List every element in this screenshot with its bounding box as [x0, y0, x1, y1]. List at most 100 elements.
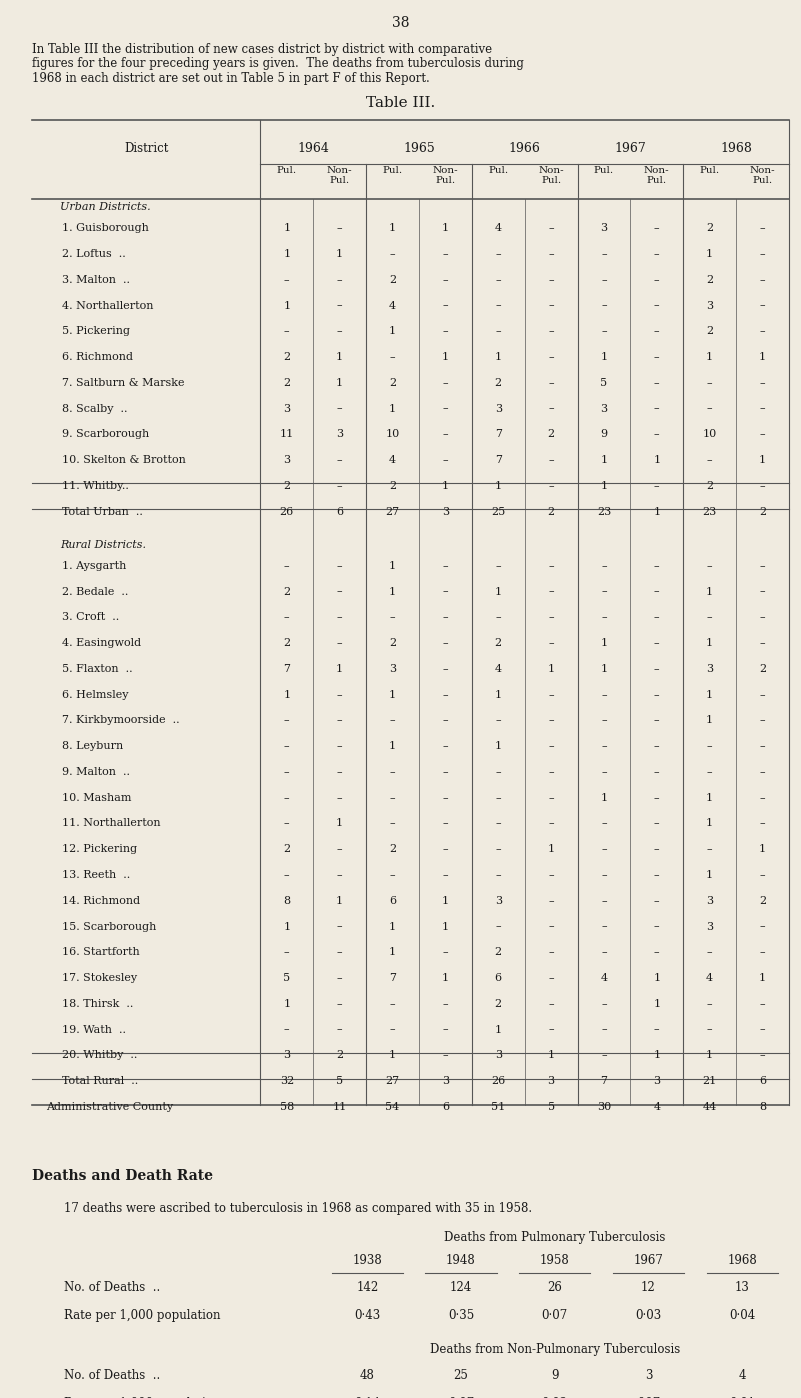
Text: –: – [654, 689, 660, 699]
Text: 6: 6 [495, 973, 501, 983]
Text: 0·35: 0·35 [448, 1310, 474, 1323]
Text: 1948: 1948 [446, 1254, 476, 1267]
Text: –: – [759, 1025, 766, 1035]
Text: –: – [336, 1025, 343, 1035]
Text: 3: 3 [706, 664, 713, 674]
Text: –: – [654, 896, 660, 906]
Text: –: – [495, 768, 501, 777]
Text: –: – [548, 948, 554, 958]
Text: 1938: 1938 [352, 1254, 382, 1267]
Text: 1: 1 [389, 921, 396, 931]
Text: 3: 3 [284, 404, 290, 414]
Text: –: – [759, 998, 766, 1009]
Text: –: – [336, 301, 343, 310]
Text: 23: 23 [597, 506, 611, 517]
Text: 1: 1 [442, 481, 449, 491]
Text: 1: 1 [336, 249, 343, 259]
Text: 8. Scalby  ..: 8. Scalby .. [62, 404, 128, 414]
Text: 1: 1 [495, 352, 501, 362]
Text: figures for the four preceding years is given.  The deaths from tuberculosis dur: figures for the four preceding years is … [32, 57, 524, 70]
Text: 1: 1 [601, 664, 607, 674]
Text: –: – [548, 741, 554, 751]
Text: 8: 8 [284, 896, 290, 906]
Text: 2: 2 [495, 377, 501, 387]
Text: 6. Helmsley: 6. Helmsley [62, 689, 129, 699]
Text: –: – [495, 818, 501, 829]
Text: Deaths from Pulmonary Tuberculosis: Deaths from Pulmonary Tuberculosis [444, 1230, 666, 1244]
Text: 2: 2 [284, 844, 290, 854]
Text: 1: 1 [389, 587, 396, 597]
Text: –: – [336, 326, 343, 337]
Text: –: – [601, 689, 607, 699]
Text: –: – [336, 561, 343, 570]
Text: –: – [654, 844, 660, 854]
Text: 8. Leyburn: 8. Leyburn [62, 741, 123, 751]
Text: 5: 5 [548, 1102, 554, 1111]
Text: 2: 2 [389, 844, 396, 854]
Text: –: – [442, 612, 449, 622]
Text: 3: 3 [495, 896, 501, 906]
Text: –: – [548, 561, 554, 570]
Text: 1: 1 [495, 741, 501, 751]
Text: –: – [548, 352, 554, 362]
Text: 1: 1 [442, 224, 449, 233]
Text: –: – [442, 275, 449, 285]
Text: –: – [548, 870, 554, 879]
Text: Pul.: Pul. [276, 166, 297, 175]
Text: 1: 1 [706, 637, 713, 649]
Text: –: – [284, 1025, 290, 1035]
Text: 1: 1 [442, 921, 449, 931]
Text: 0·03: 0·03 [635, 1310, 662, 1323]
Text: –: – [759, 948, 766, 958]
Text: 4: 4 [495, 664, 501, 674]
Text: 11: 11 [332, 1102, 347, 1111]
Text: 1: 1 [706, 587, 713, 597]
Text: 1968: 1968 [720, 143, 752, 155]
Text: 25: 25 [453, 1369, 469, 1381]
Text: –: – [336, 404, 343, 414]
Text: 1967: 1967 [634, 1254, 663, 1267]
Text: 1966: 1966 [509, 143, 541, 155]
Text: 1: 1 [706, 818, 713, 829]
Text: 124: 124 [450, 1281, 472, 1295]
Text: 3: 3 [284, 456, 290, 466]
Text: 1964: 1964 [297, 143, 329, 155]
Text: 3: 3 [601, 404, 607, 414]
Text: –: – [601, 921, 607, 931]
Text: 5: 5 [284, 973, 290, 983]
Text: Administrative County: Administrative County [46, 1102, 174, 1111]
Text: 1: 1 [601, 637, 607, 649]
Text: –: – [759, 716, 766, 726]
Text: –: – [442, 587, 449, 597]
Text: –: – [442, 301, 449, 310]
Text: 2: 2 [389, 481, 396, 491]
Text: 15. Scarborough: 15. Scarborough [62, 921, 157, 931]
Text: 14. Richmond: 14. Richmond [62, 896, 141, 906]
Text: –: – [706, 1025, 713, 1035]
Text: –: – [654, 224, 660, 233]
Text: 13: 13 [735, 1281, 750, 1295]
Text: 23: 23 [702, 506, 717, 517]
Text: –: – [654, 612, 660, 622]
Text: –: – [759, 377, 766, 387]
Text: 1: 1 [706, 249, 713, 259]
Text: –: – [654, 301, 660, 310]
Text: –: – [601, 844, 607, 854]
Text: 1: 1 [706, 689, 713, 699]
Text: –: – [284, 768, 290, 777]
Text: –: – [548, 896, 554, 906]
Text: 1: 1 [706, 870, 713, 879]
Text: –: – [548, 716, 554, 726]
Text: 2: 2 [706, 481, 713, 491]
Text: 2. Bedale  ..: 2. Bedale .. [62, 587, 129, 597]
Text: –: – [442, 404, 449, 414]
Text: 1: 1 [706, 352, 713, 362]
Text: –: – [336, 793, 343, 802]
Text: 3. Croft  ..: 3. Croft .. [62, 612, 119, 622]
Text: –: – [601, 1025, 607, 1035]
Text: –: – [601, 818, 607, 829]
Text: 10. Skelton & Brotton: 10. Skelton & Brotton [62, 456, 187, 466]
Text: –: – [336, 741, 343, 751]
Text: –: – [601, 896, 607, 906]
Text: 2: 2 [706, 326, 713, 337]
